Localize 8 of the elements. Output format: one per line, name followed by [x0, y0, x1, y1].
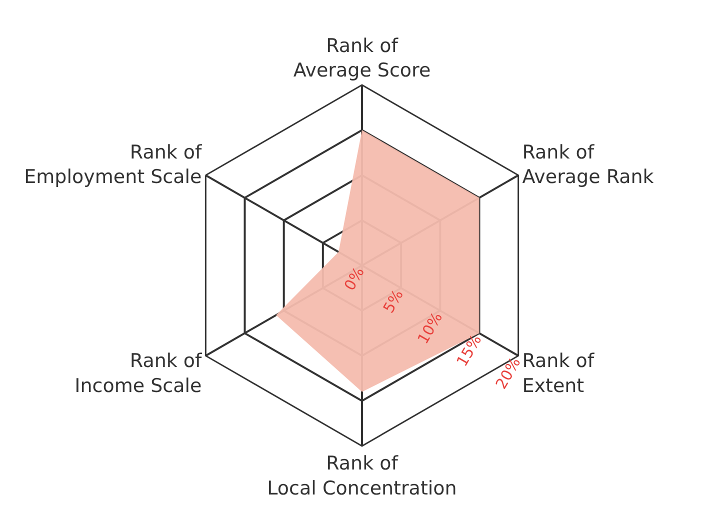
spoke-label: Rank of Income Scale: [74, 350, 204, 397]
spoke-label: Rank of Extent: [522, 350, 596, 397]
spoke-label: Rank of Local Concentration: [267, 452, 457, 500]
spoke-label: Rank of Average Rank: [522, 141, 654, 188]
spoke-label: Rank of Average Score: [293, 34, 431, 82]
y-tick-label: 0%: [340, 264, 368, 294]
spoke-label: Rank of Employment Scale: [24, 141, 204, 188]
y-tick-label: 5%: [380, 286, 408, 316]
